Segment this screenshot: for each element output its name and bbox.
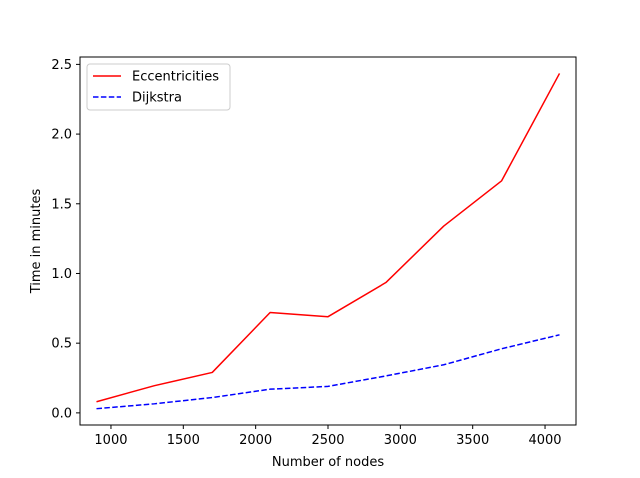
x-tick-label: 3500 [456,433,489,448]
y-tick-label: 2.5 [51,58,72,73]
y-tick-label: 0.5 [51,337,72,352]
y-axis-label: Time in minutes [29,189,44,295]
x-axis: 1000 1500 2000 2500 3000 3500 4000 [94,425,562,448]
legend-label-eccentricities: Eccentricities [132,70,219,85]
x-tick-label: 1500 [167,433,200,448]
legend-label-dijkstra: Dijkstra [132,91,182,106]
y-tick-label: 1.0 [51,267,72,282]
x-tick-label: 1000 [94,433,127,448]
y-tick-label: 0.0 [51,406,72,421]
x-tick-label: 4000 [528,433,561,448]
x-tick-label: 2000 [239,433,272,448]
series-line-eccentricities [96,73,561,403]
x-tick-label: 3000 [384,433,417,448]
x-axis-label: Number of nodes [272,455,384,470]
y-tick-label: 2.0 [51,128,72,143]
y-axis: 0.0 0.5 1.0 1.5 2.0 2.5 [51,58,80,421]
plot-lines [96,73,561,410]
series-line-dijkstra [96,334,560,410]
legend-box [86,63,231,111]
y-tick-label: 1.5 [51,197,72,212]
x-tick-label: 2500 [311,433,344,448]
legend: Eccentricities Dijkstra [86,63,231,111]
